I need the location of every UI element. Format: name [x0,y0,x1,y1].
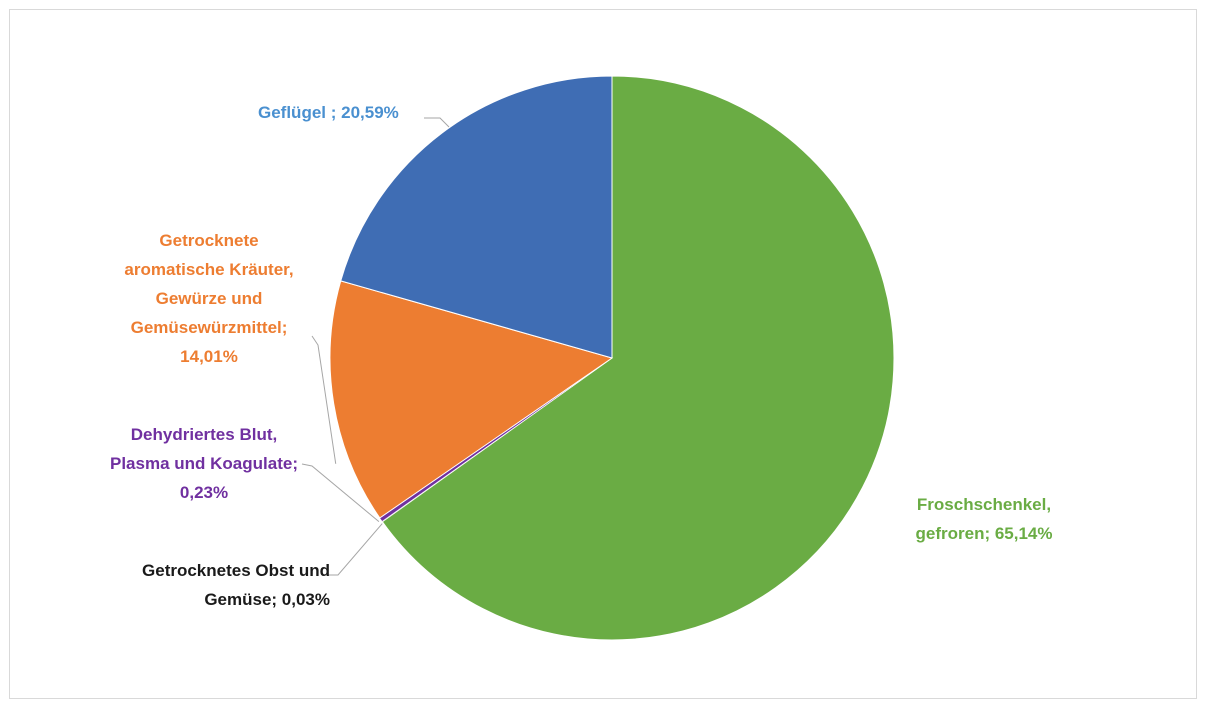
label-gefluegel: Geflügel ; 20,59% [258,103,399,122]
label-dehydriertes-blut: Dehydriertes Blut, Plasma und Koagulate;… [110,425,298,502]
pie-slice-getrocknete-kraeuter [329,280,614,519]
leader-line-gefluegel [424,117,450,128]
pie-slice-froschschenkel [381,75,895,641]
label-getrocknete-kraeuter: Getrocknete aromatische Kräuter, Gewürze… [124,231,294,366]
label-getrocknetes-obst: Getrocknetes Obst und Gemüse; 0,03% [142,561,330,609]
label-froschschenkel: Froschschenkel, gefroren; 65,14% [915,495,1053,543]
pie-slice-gefluegel [340,75,613,359]
leader-line-getrocknete-kraeuter [311,335,337,464]
leader-line-getrocknetes-obst [328,523,383,576]
leader-line-dehydriertes-blut [301,463,380,523]
